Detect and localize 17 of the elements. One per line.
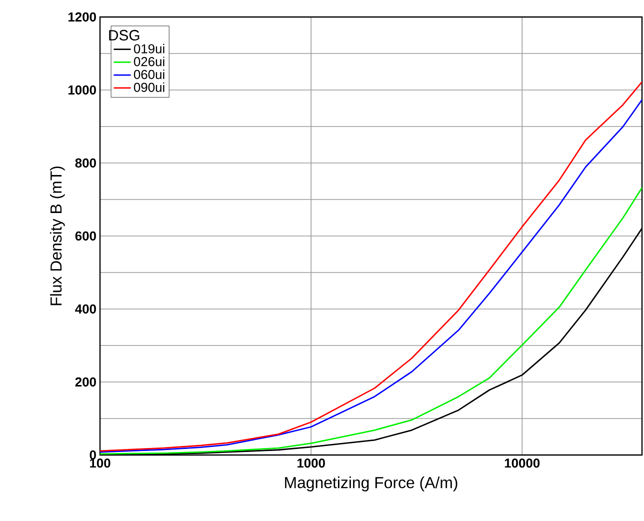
x-tick-label: 10000 xyxy=(504,458,540,468)
y-tick-label: 600 xyxy=(75,231,96,241)
y-tick-label: 800 xyxy=(75,158,96,168)
legend-title: DSG xyxy=(109,30,140,41)
y-tick-label: 1000 xyxy=(68,85,96,95)
x-axis-title: Magnetizing Force (A/m) xyxy=(285,476,458,492)
y-axis-title: Flux Density B (mT) xyxy=(50,166,65,306)
legend-label: 090ui xyxy=(134,82,164,92)
x-tick-label: 100 xyxy=(90,458,110,468)
legend-label: 060ui xyxy=(134,70,164,80)
y-tick-label: 0 xyxy=(90,450,96,460)
legend-label: 026ui xyxy=(134,56,164,66)
y-tick-label: 400 xyxy=(75,304,96,314)
legend-label: 019ui xyxy=(134,44,164,54)
x-tick-label: 1000 xyxy=(297,458,325,468)
y-tick-label: 1200 xyxy=(68,12,96,22)
y-tick-label: 200 xyxy=(75,377,96,387)
